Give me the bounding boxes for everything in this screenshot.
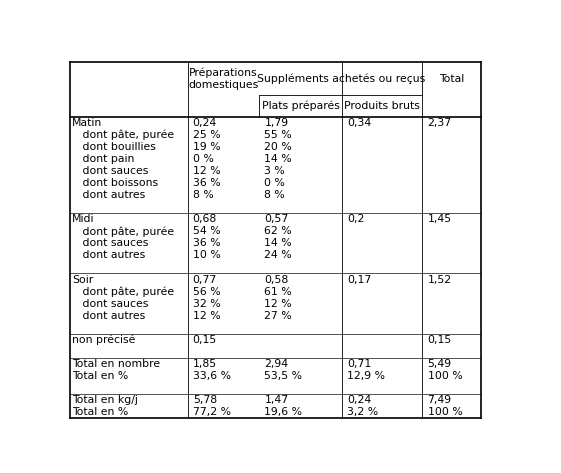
Text: 0,58: 0,58	[264, 274, 289, 284]
Text: 25 %: 25 %	[193, 130, 220, 140]
Text: 1,45: 1,45	[427, 214, 452, 224]
Text: dont sauces: dont sauces	[72, 166, 149, 176]
Text: 12 %: 12 %	[264, 298, 292, 308]
Text: Suppléments achetés ou reçus: Suppléments achetés ou reçus	[256, 73, 425, 84]
Text: 62 %: 62 %	[264, 226, 292, 236]
Text: 33,6 %: 33,6 %	[193, 371, 231, 381]
Text: 77,2 %: 77,2 %	[193, 407, 231, 417]
Text: Total en %: Total en %	[72, 371, 128, 381]
Text: dont autres: dont autres	[72, 190, 145, 200]
Text: 32 %: 32 %	[193, 298, 220, 308]
Text: 0,17: 0,17	[347, 274, 371, 284]
Text: 8 %: 8 %	[193, 190, 214, 200]
Text: 100 %: 100 %	[427, 407, 462, 417]
Text: 36 %: 36 %	[193, 178, 220, 188]
Text: 14 %: 14 %	[264, 154, 292, 164]
Text: Total: Total	[439, 74, 465, 84]
Text: 2,37: 2,37	[427, 118, 452, 128]
Text: 100 %: 100 %	[427, 371, 462, 381]
Text: 5,49: 5,49	[427, 359, 452, 369]
Text: Total en nombre: Total en nombre	[72, 359, 160, 369]
Text: 53,5 %: 53,5 %	[264, 371, 302, 381]
Text: 0,15: 0,15	[427, 335, 452, 345]
Text: 61 %: 61 %	[264, 287, 292, 297]
Text: dont sauces: dont sauces	[72, 298, 149, 308]
Text: 7,49: 7,49	[427, 395, 452, 405]
Text: 1,79: 1,79	[264, 118, 288, 128]
Text: 56 %: 56 %	[193, 287, 220, 297]
Text: 19,6 %: 19,6 %	[264, 407, 302, 417]
Text: 54 %: 54 %	[193, 226, 220, 236]
Text: Produits bruts: Produits bruts	[344, 101, 420, 111]
Text: Préparations
domestiques: Préparations domestiques	[188, 68, 259, 90]
Text: dont pâte, purée: dont pâte, purée	[72, 130, 174, 140]
Text: 0,24: 0,24	[193, 118, 217, 128]
Text: Midi: Midi	[72, 214, 95, 224]
Text: 12 %: 12 %	[193, 311, 220, 321]
Text: 1,52: 1,52	[427, 274, 452, 284]
Text: 12,9 %: 12,9 %	[347, 371, 385, 381]
Text: non précisé: non précisé	[72, 334, 136, 345]
Text: dont pâte, purée: dont pâte, purée	[72, 226, 174, 236]
Text: Plats préparés: Plats préparés	[261, 101, 339, 111]
Text: 27 %: 27 %	[264, 311, 292, 321]
Text: 0,24: 0,24	[347, 395, 371, 405]
Text: dont boissons: dont boissons	[72, 178, 158, 188]
Text: Soir: Soir	[72, 274, 94, 284]
Text: 24 %: 24 %	[264, 250, 292, 261]
Text: 3,2 %: 3,2 %	[347, 407, 378, 417]
Text: 14 %: 14 %	[264, 238, 292, 248]
Text: 12 %: 12 %	[193, 166, 220, 176]
Text: dont autres: dont autres	[72, 250, 145, 261]
Text: 0,34: 0,34	[347, 118, 371, 128]
Text: 0,71: 0,71	[347, 359, 371, 369]
Text: 0,15: 0,15	[193, 335, 217, 345]
Text: 10 %: 10 %	[193, 250, 220, 261]
Text: dont pain: dont pain	[72, 154, 135, 164]
Text: 36 %: 36 %	[193, 238, 220, 248]
Text: Total en kg/j: Total en kg/j	[72, 395, 138, 405]
Text: 8 %: 8 %	[264, 190, 285, 200]
Text: 20 %: 20 %	[264, 142, 292, 152]
Text: 2,94: 2,94	[264, 359, 288, 369]
Text: dont sauces: dont sauces	[72, 238, 149, 248]
Text: 3 %: 3 %	[264, 166, 285, 176]
Text: 0,77: 0,77	[193, 274, 217, 284]
Text: 1,47: 1,47	[264, 395, 288, 405]
Text: 55 %: 55 %	[264, 130, 292, 140]
Text: 0,68: 0,68	[193, 214, 217, 224]
Text: 19 %: 19 %	[193, 142, 220, 152]
Text: dont bouillies: dont bouillies	[72, 142, 156, 152]
Text: Total en %: Total en %	[72, 407, 128, 417]
Text: 1,85: 1,85	[193, 359, 217, 369]
Text: 0,57: 0,57	[264, 214, 289, 224]
Text: 0 %: 0 %	[264, 178, 286, 188]
Text: Matin: Matin	[72, 118, 103, 128]
Text: 5,78: 5,78	[193, 395, 217, 405]
Text: 0 %: 0 %	[193, 154, 214, 164]
Text: dont pâte, purée: dont pâte, purée	[72, 286, 174, 297]
Text: dont autres: dont autres	[72, 311, 145, 321]
Text: 0,2: 0,2	[347, 214, 365, 224]
